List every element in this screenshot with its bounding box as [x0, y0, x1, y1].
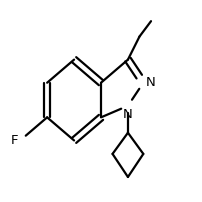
Text: N: N: [123, 108, 133, 121]
Text: N: N: [146, 76, 156, 89]
Text: F: F: [10, 134, 18, 147]
